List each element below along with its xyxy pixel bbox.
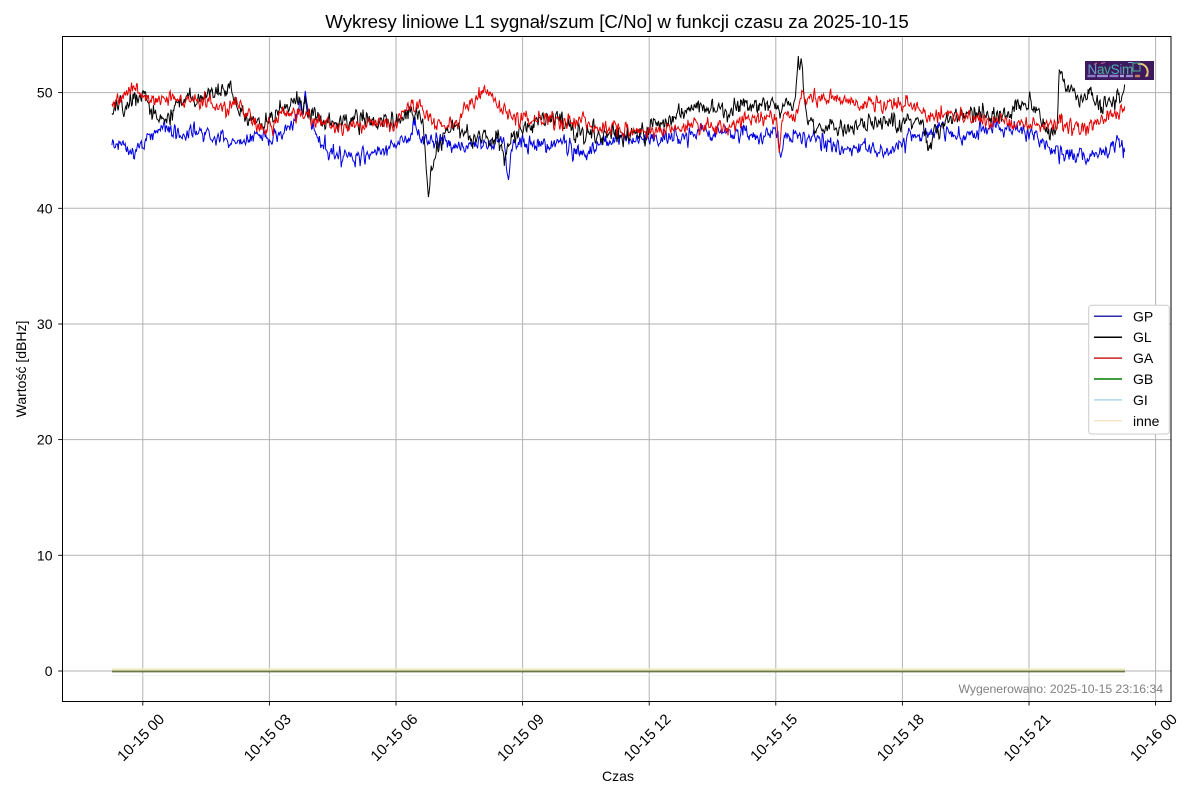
svg-text:GL: GL — [1133, 329, 1152, 345]
svg-text:GI: GI — [1133, 392, 1148, 408]
svg-text:GB: GB — [1133, 371, 1153, 387]
svg-text:20: 20 — [37, 432, 53, 448]
svg-text:GP: GP — [1133, 308, 1153, 324]
svg-text:GA: GA — [1133, 350, 1154, 366]
svg-text:0: 0 — [45, 663, 53, 679]
svg-text:40: 40 — [37, 200, 53, 216]
svg-text:10: 10 — [37, 547, 53, 563]
svg-text:Czas: Czas — [602, 768, 634, 784]
svg-text:Wykresy liniowe L1 sygnał/szum: Wykresy liniowe L1 sygnał/szum [C/No] w … — [325, 11, 909, 32]
svg-text:inne: inne — [1133, 413, 1160, 429]
svg-text:Wygenerowano: 2025-10-15 23:16: Wygenerowano: 2025-10-15 23:16:34 — [958, 682, 1163, 696]
svg-text:50: 50 — [37, 85, 53, 101]
svg-text:NavSim: NavSim — [1088, 62, 1134, 77]
svg-text:Wartość [dBHz]: Wartość [dBHz] — [13, 321, 29, 418]
svg-text:30: 30 — [37, 316, 53, 332]
